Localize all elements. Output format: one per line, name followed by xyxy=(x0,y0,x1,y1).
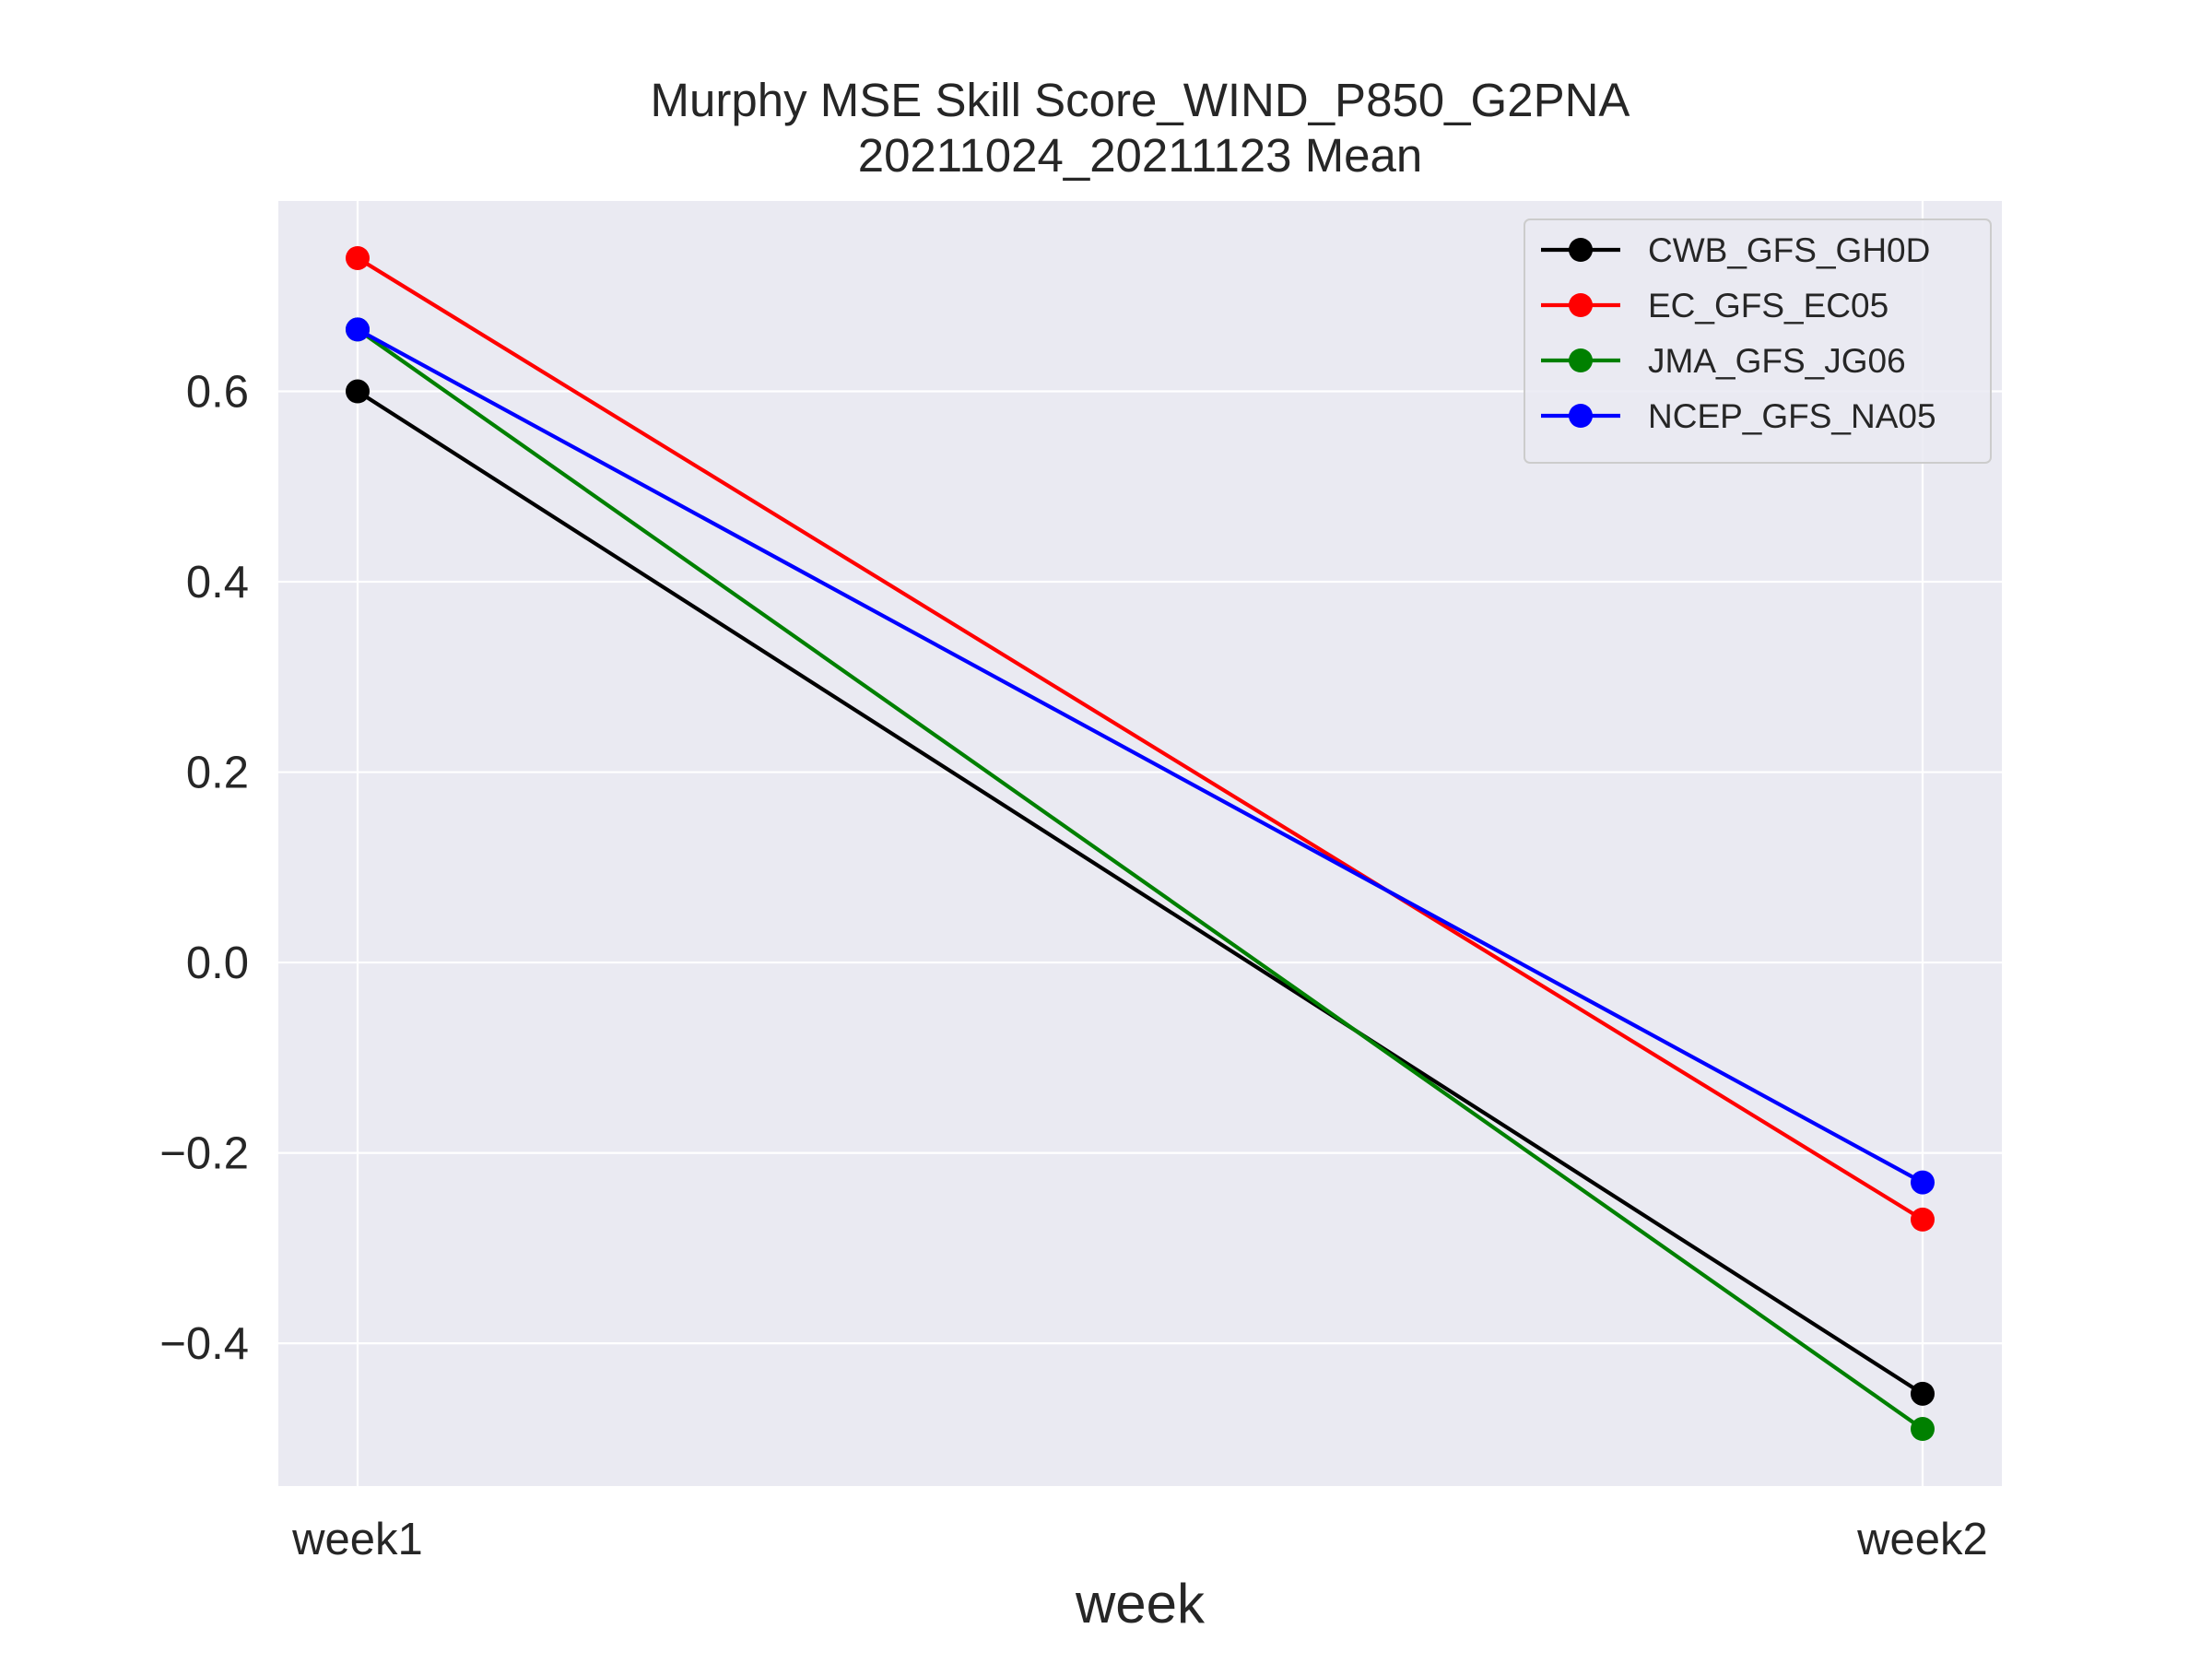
data-point xyxy=(1911,1417,1935,1442)
legend-item: CWB_GFS_GH0D xyxy=(1541,231,1930,269)
series-ncep-gfs-na05 xyxy=(346,317,1935,1195)
series-line xyxy=(356,327,1924,1185)
legend-label: NCEP_GFS_NA05 xyxy=(1648,397,1936,435)
data-point xyxy=(346,379,370,404)
y-tick-label: 0.6 xyxy=(186,368,249,418)
y-tick-label: 0.4 xyxy=(186,558,249,608)
data-point xyxy=(1911,1170,1935,1195)
series-line xyxy=(356,389,1924,1396)
legend-box xyxy=(1524,218,1992,464)
y-axis-ticks: −0.4 −0.2 0.0 0.2 0.4 0.6 xyxy=(159,368,249,1370)
legend-label: CWB_GFS_GH0D xyxy=(1648,231,1930,269)
legend-label: EC_GFS_EC05 xyxy=(1648,287,1888,325)
y-tick-label: −0.2 xyxy=(159,1129,249,1179)
legend-marker xyxy=(1569,348,1593,372)
legend-marker xyxy=(1569,238,1593,262)
series-line xyxy=(356,256,1924,1221)
x-axis-label: week xyxy=(1075,1573,1206,1634)
legend-marker xyxy=(1569,293,1593,317)
chart-subtitle: 20211024_20211123 Mean xyxy=(858,129,1423,182)
x-axis-ticks: week1 week2 xyxy=(291,1515,1988,1564)
x-tick-label: week1 xyxy=(291,1515,423,1564)
legend: CWB_GFS_GH0D EC_GFS_EC05 JMA_GFS_JG06 NCEP_… xyxy=(1524,218,1992,464)
y-tick-label: 0.2 xyxy=(186,749,249,798)
data-point xyxy=(1911,1381,1935,1406)
chart-title: Murphy MSE Skill Score_WIND_P850_G2PNA xyxy=(651,74,1630,126)
series-cwb-gfs-gh0d xyxy=(346,379,1935,1406)
data-point xyxy=(1911,1207,1935,1232)
y-tick-label: 0.0 xyxy=(186,938,249,988)
data-point xyxy=(346,317,370,342)
y-tick-label: −0.4 xyxy=(159,1319,249,1369)
legend-label: JMA_GFS_JG06 xyxy=(1648,342,1906,380)
legend-marker xyxy=(1569,404,1593,428)
series-lines xyxy=(346,245,1935,1442)
series-ec-gfs-ec05 xyxy=(346,245,1935,1232)
legend-item: EC_GFS_EC05 xyxy=(1541,287,1888,325)
x-tick-label: week2 xyxy=(1856,1515,1988,1564)
legend-item: JMA_GFS_JG06 xyxy=(1541,342,1906,380)
legend-item: NCEP_GFS_NA05 xyxy=(1541,397,1936,435)
series-line xyxy=(356,327,1924,1431)
data-point xyxy=(346,245,370,270)
